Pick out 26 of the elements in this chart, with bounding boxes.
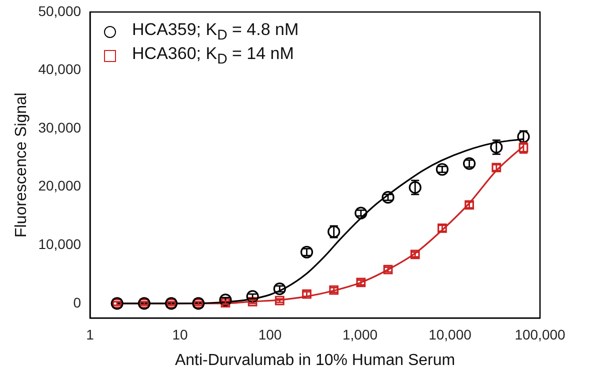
- point: [220, 298, 230, 308]
- point: [219, 294, 232, 306]
- point: [436, 163, 449, 176]
- y-axis-title: Fluorescence Signal: [13, 92, 30, 238]
- y-tick-label: 50,000: [38, 2, 82, 19]
- point: [354, 206, 368, 220]
- x-tick-label: 10: [172, 326, 188, 342]
- y-tick-label: 0: [73, 294, 82, 310]
- legend-label: HCA360; K$_{D}$ = 14 nM: [132, 44, 294, 68]
- y-tick-label: 30,000: [38, 119, 82, 136]
- y-tick-label: 10,000: [38, 236, 82, 252]
- x-tick-label: 100: [258, 326, 282, 342]
- point: [274, 296, 284, 306]
- point: [382, 191, 394, 204]
- x-tick-label: 10,000: [428, 326, 472, 342]
- point: [302, 289, 312, 299]
- point: [273, 282, 286, 296]
- point: [518, 142, 528, 154]
- x-tick-label: 1,000: [342, 326, 378, 342]
- point: [246, 290, 259, 303]
- x-axis-title: Anti-Durvalumab in 10% Human Serum: [174, 352, 456, 369]
- x-tick-label: 1: [86, 326, 94, 342]
- legend-label: HCA359; K$_{D}$ = 4.8 nM: [132, 20, 299, 44]
- y-tick-label: 20,000: [38, 178, 82, 194]
- y-tick-label: 40,000: [38, 61, 82, 78]
- x-tick-label: 100,000: [514, 326, 566, 342]
